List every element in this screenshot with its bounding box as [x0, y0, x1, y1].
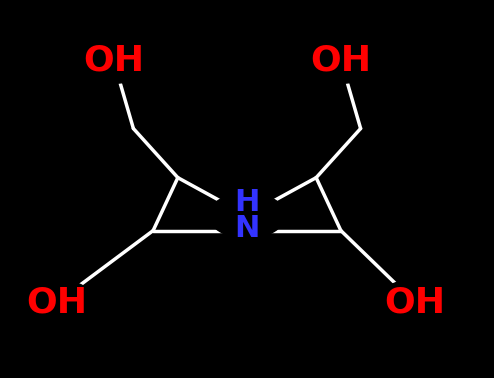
Ellipse shape [377, 280, 453, 325]
Ellipse shape [76, 38, 152, 84]
Text: H
N: H N [234, 187, 260, 243]
Text: OH: OH [310, 43, 371, 77]
Ellipse shape [19, 280, 95, 325]
Text: OH: OH [26, 285, 87, 319]
Text: OH: OH [384, 285, 446, 319]
Ellipse shape [303, 38, 379, 84]
Text: OH: OH [83, 43, 144, 77]
Ellipse shape [209, 193, 285, 239]
